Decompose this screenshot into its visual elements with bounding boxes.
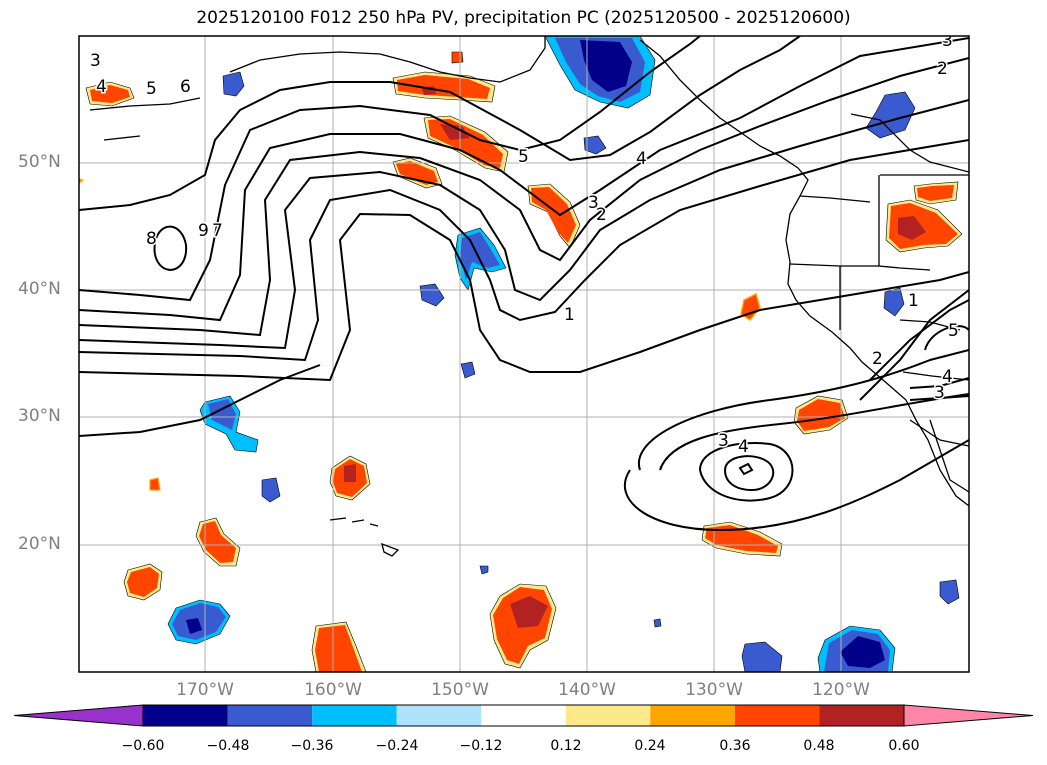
pv-label: 2	[872, 349, 883, 369]
colorbar-cell	[312, 705, 397, 726]
colorbar-cell	[481, 705, 566, 726]
map-border	[78, 35, 970, 673]
pv-label: 3	[588, 193, 599, 213]
colorbar-tick-label: −0.24	[375, 738, 419, 754]
pv-label: 4	[738, 437, 749, 457]
colorbar-cells	[142, 704, 905, 727]
lon-label-140w: 140°W	[558, 680, 616, 700]
colorbar-cell	[650, 705, 735, 726]
colorbar-tick-label: −0.60	[121, 738, 165, 754]
pv-label: 3	[942, 31, 953, 51]
pv-label: 4	[636, 149, 647, 169]
colorbar-min-extension	[13, 704, 144, 727]
pv-label: 1	[908, 291, 919, 311]
precip-positive-anomalies	[79, 51, 963, 672]
colorbar-cell	[396, 705, 482, 726]
pv-label: 1	[564, 305, 575, 325]
colorbar	[13, 704, 1034, 727]
lon-label-130w: 130°W	[685, 680, 743, 700]
pv-label: 3	[718, 431, 729, 451]
colorbar-cell	[819, 705, 904, 726]
colorbar-cell	[143, 705, 228, 726]
graticule	[79, 36, 969, 672]
lon-label-160w: 160°W	[304, 680, 362, 700]
pv-label: 2	[937, 59, 948, 79]
colorbar-cell	[565, 705, 651, 726]
colorbar-tick-label: 0.60	[888, 738, 920, 754]
colorbar-tick-label: −0.48	[206, 738, 250, 754]
colorbar-tick-label: −0.12	[459, 738, 503, 754]
colorbar-cell	[734, 705, 820, 726]
map-content: 3 4 5 6 7 8 9 5 4 3 2 1 3 2 1 2 3 4 5 3 …	[79, 31, 969, 672]
map-title: 2025120100 F012 250 hPa PV, precipitatio…	[196, 8, 851, 28]
colorbar-cell	[227, 705, 313, 726]
precip-negative-anomalies	[167, 36, 960, 672]
lat-label-30n: 30°N	[18, 406, 61, 426]
pv-label: 4	[942, 367, 953, 387]
pv-label: 5	[518, 147, 529, 167]
pv-label: 9	[198, 221, 209, 241]
pv-label: 5	[146, 79, 157, 99]
colorbar-tick-label: −0.36	[290, 738, 334, 754]
pv-label: 3	[90, 51, 101, 71]
lon-label-120w: 120°W	[812, 680, 870, 700]
lat-label-50n: 50°N	[18, 152, 61, 172]
colorbar-max-extension	[903, 704, 1034, 727]
lat-label-40n: 40°N	[18, 279, 61, 299]
colorbar-tick-label: 0.48	[803, 738, 835, 754]
lon-label-170w: 170°W	[176, 680, 234, 700]
pv-label: 6	[180, 77, 191, 97]
colorbar-tick-label: 0.36	[719, 738, 751, 754]
pv-label: 3	[934, 383, 945, 403]
pv-label: 8	[146, 229, 157, 249]
pv-contour-labels: 3 4 5 6 7 8 9 5 4 3 2 1 3 2 1 2 3 4 5 3 …	[89, 31, 961, 459]
lon-label-150w: 150°W	[431, 680, 489, 700]
colorbar-tick-label: 0.12	[550, 738, 582, 754]
pv-contours	[79, 36, 969, 532]
lat-label-20n: 20°N	[18, 534, 61, 554]
pv-label: 2	[596, 205, 607, 225]
pv-label: 7	[212, 221, 223, 241]
pv-label: 5	[948, 321, 959, 341]
pv-label: 4	[96, 77, 107, 97]
colorbar-tick-label: 0.24	[634, 738, 666, 754]
